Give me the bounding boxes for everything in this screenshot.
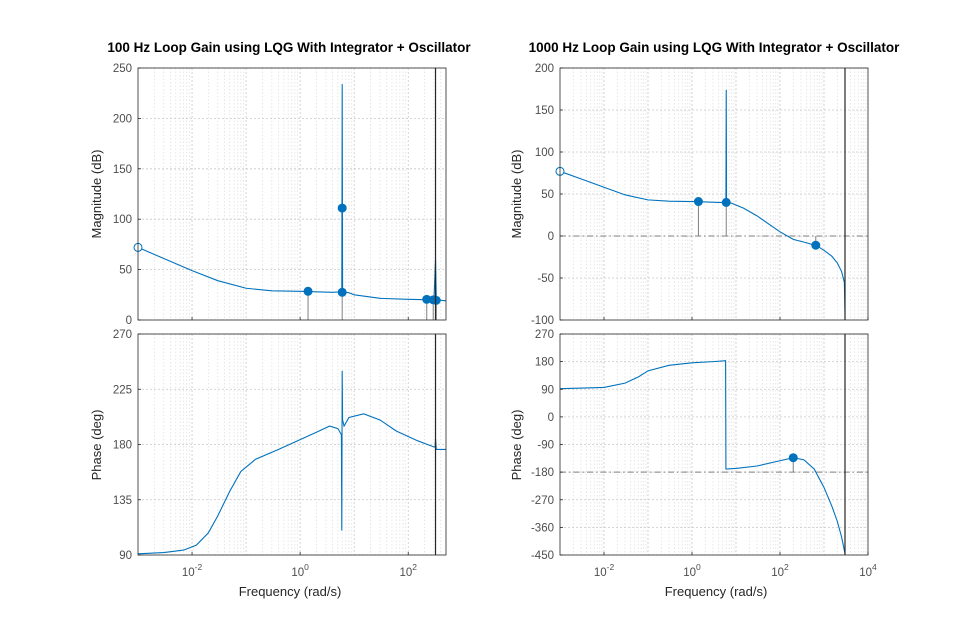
left-magnitude-margin-marker <box>431 295 441 305</box>
right-phase-ytick-label: -180 <box>531 467 554 479</box>
right-phase-ytick-label: 270 <box>535 329 554 341</box>
left-phase-ytick-label: 135 <box>113 495 132 507</box>
right-magnitude-series-line <box>559 89 846 312</box>
left-title: 100 Hz Loop Gain using LQG With Integrat… <box>107 40 471 55</box>
right-phase-series-line <box>559 360 846 554</box>
right-phase-ytick-label: 0 <box>548 412 554 424</box>
right-xlabel: Frequency (rad/s) <box>665 584 768 599</box>
left-magnitude-ytick-label: 0 <box>126 315 132 327</box>
left-magnitude-ytick-label: 100 <box>113 214 132 226</box>
right-magnitude-margin-marker <box>721 197 731 207</box>
left-magnitude-ytick-label: 250 <box>113 63 132 75</box>
right-phase-plot: -450 -360 -270 -180 -90 0 90 180 270 10-2 100 102 10… <box>531 329 877 579</box>
left-phase-ytick-label: 225 <box>113 384 132 396</box>
left-phase-ylabel: Phase (deg) <box>89 410 104 481</box>
right-phase-ytick-label: -450 <box>531 550 554 562</box>
right-phase-ytick-label: -360 <box>531 522 554 534</box>
right-phase-ylabel: Phase (deg) <box>509 410 524 481</box>
left-phase-ytick-label: 180 <box>113 440 132 452</box>
left-magnitude-plot: 0 50 100 150 200 250 <box>113 63 447 327</box>
right-magnitude-ytick-label: 150 <box>535 105 554 117</box>
right-phase-xtick-label: 100 <box>683 562 701 579</box>
right-phase-ytick-label: -90 <box>537 440 554 452</box>
left-phase-xtick-label: 102 <box>399 562 417 579</box>
right-magnitude-ytick-label: 50 <box>541 189 554 201</box>
right-magnitude-ytick-label: -100 <box>531 315 554 327</box>
right-magnitude-ytick-label: 0 <box>548 231 554 243</box>
right-magnitude-ylabel: Magnitude (dB) <box>509 150 524 239</box>
left-magnitude-margin-marker <box>337 203 347 213</box>
left-magnitude-series-line <box>137 84 447 302</box>
right-phase-xtick-label: 104 <box>859 562 877 579</box>
left-phase-ytick-label: 90 <box>119 550 132 562</box>
left-xlabel: Frequency (rad/s) <box>239 584 342 599</box>
left-magnitude-ytick-label: 200 <box>113 113 132 125</box>
right-phase-xtick-label: 102 <box>771 562 789 579</box>
right-magnitude-ytick-label: 100 <box>535 147 554 159</box>
right-magnitude-ytick-label: -50 <box>537 273 554 285</box>
left-phase-plot: 90 135 180 225 270 10-2 100 102 <box>113 329 447 579</box>
right-phase-ytick-label: -270 <box>531 495 554 507</box>
right-magnitude-ytick-label: 200 <box>535 63 554 75</box>
left-phase-xtick-label: 100 <box>291 562 309 579</box>
left-phase-ytick-label: 270 <box>113 329 132 341</box>
left-phase-series-line <box>137 370 446 555</box>
left-magnitude-axes-box <box>137 67 447 321</box>
left-magnitude-margin-marker <box>337 287 347 297</box>
left-phase-xtick-label: 10-2 <box>182 562 203 579</box>
right-magnitude-margin-marker <box>811 240 821 250</box>
left-magnitude-ytick-label: 50 <box>119 265 132 277</box>
right-phase-xtick-label: 10-2 <box>594 562 615 579</box>
left-magnitude-ytick-label: 150 <box>113 164 132 176</box>
right-phase-ytick-label: 180 <box>535 357 554 369</box>
right-title: 1000 Hz Loop Gain using LQG With Integra… <box>529 40 901 55</box>
right-phase-margin-marker <box>788 453 798 463</box>
right-magnitude-plot: -100 -50 0 50 100 150 200 <box>531 63 869 327</box>
left-magnitude-ylabel: Magnitude (dB) <box>89 150 104 239</box>
left-magnitude-margin-marker <box>303 286 313 296</box>
right-phase-ytick-label: 90 <box>541 384 554 396</box>
right-magnitude-margin-marker <box>693 197 703 207</box>
